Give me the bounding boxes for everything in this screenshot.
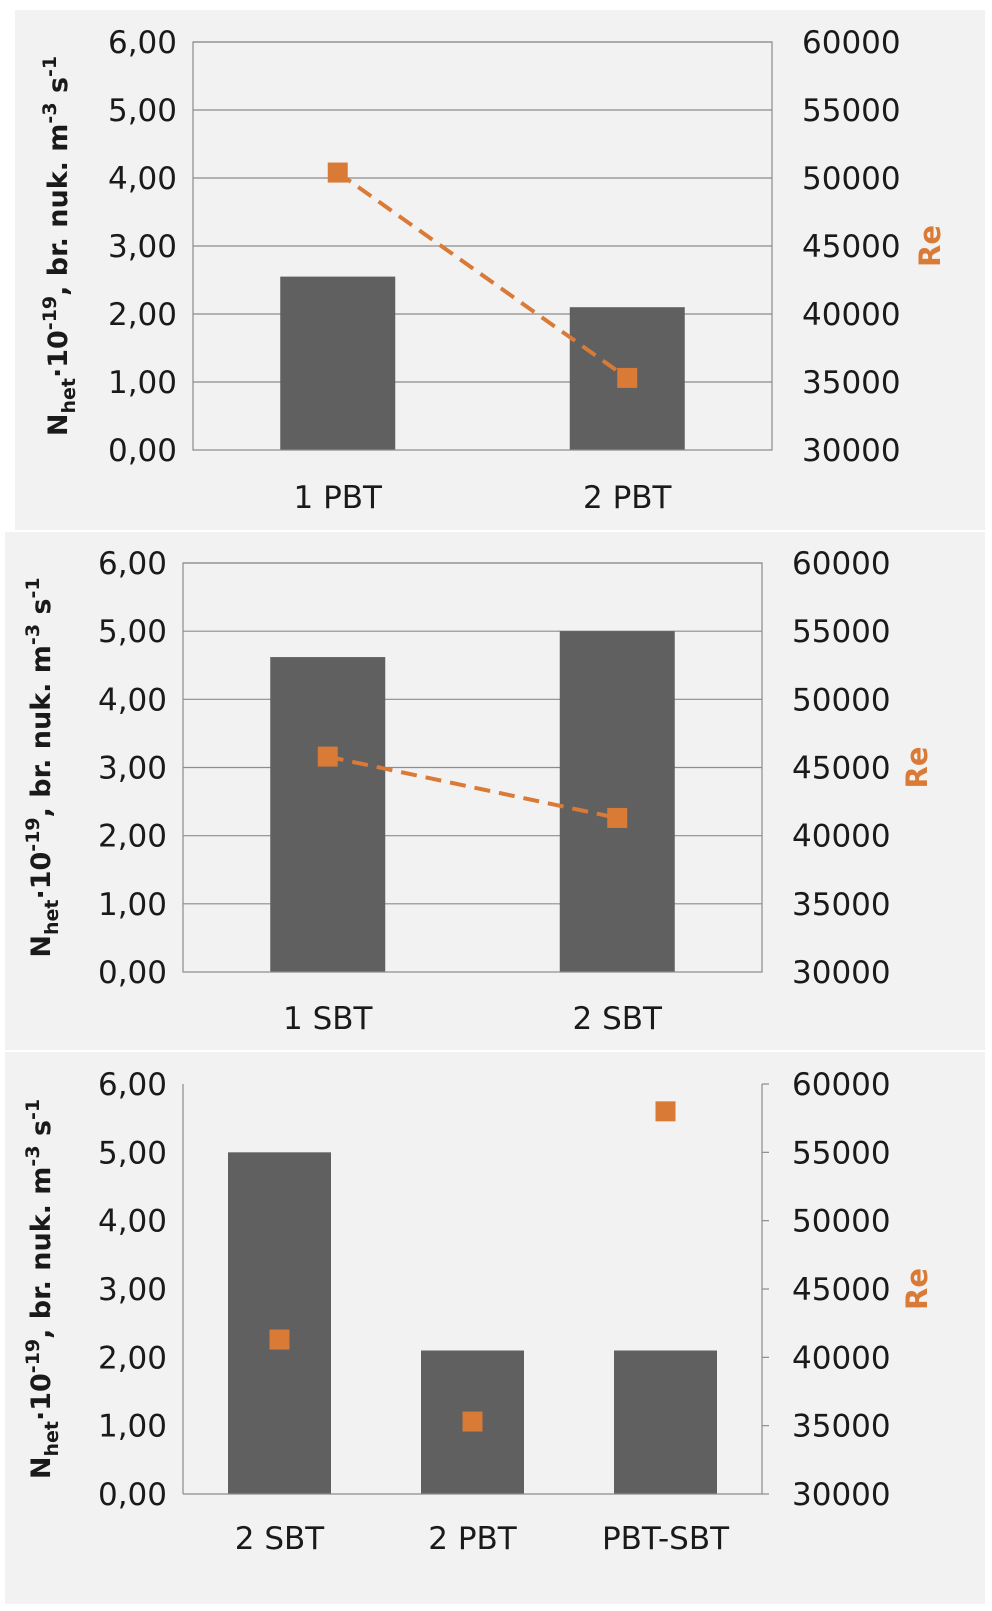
y-tick-label: 1,00 [98, 887, 167, 923]
y2-tick-label: 40000 [792, 819, 891, 855]
y2-tick-label: 45000 [792, 751, 891, 787]
y2-tick-label: 35000 [792, 1409, 891, 1445]
plot-area-border [192, 41, 773, 451]
re-marker-2-sbt [269, 1329, 290, 1350]
y-tick-label: 4,00 [108, 161, 177, 197]
re-marker-1-sbt [317, 746, 338, 767]
re-marker-1-pbt [327, 162, 348, 183]
re-series-line [336, 170, 629, 380]
x-category-label: 2 PBT [428, 1521, 518, 1557]
y-axis-title: Nhet·10-19, br. nuk. m-3 s-1 [39, 56, 80, 436]
y-tick-label: 2,00 [108, 297, 177, 333]
y2-tick-label: 60000 [792, 546, 891, 582]
y-tick-label: 5,00 [108, 93, 177, 129]
y2-axis-title: Re [900, 1268, 934, 1310]
y2-axis-title: Re [913, 225, 947, 267]
x-category-label: 2 PBT [583, 480, 673, 516]
re-marker-pbt-sbt [655, 1101, 676, 1122]
re-marker-2-pbt [617, 367, 638, 388]
chart-top: 0,00 1,00 2,00 3,00 4,00 5,00 6,00 30000 35000 40… [39, 25, 947, 516]
y-axis-title: Nhet·10-19, br. nuk. m-3 s-1 [22, 577, 63, 957]
y-tick-label: 0,00 [98, 955, 167, 991]
plot-area-border [182, 562, 763, 973]
chart-panel-middle: 0,00 1,00 2,00 3,00 4,00 5,00 6,00 30000 35000 40… [5, 532, 985, 1050]
y-tick-label: 3,00 [108, 229, 177, 265]
x-category-label: PBT-SBT [602, 1521, 730, 1557]
x-category-label: 2 SBT [573, 1001, 664, 1037]
y-tick-label: 6,00 [98, 1067, 167, 1103]
x-category-label: 1 PBT [294, 480, 384, 516]
y-axis-title: Nhet·10-19, br. nuk. m-3 s-1 [22, 1099, 63, 1479]
y2-tick-label: 50000 [792, 1204, 891, 1240]
chart-bottom: 0,00 1,00 2,00 3,00 4,00 5,00 6,00 30000 35000 40… [22, 1067, 934, 1557]
bar-1-sbt [270, 657, 386, 972]
y-tick-label: 3,00 [98, 1272, 167, 1308]
y2-tick-label: 50000 [792, 682, 891, 718]
y-tick-label: 1,00 [98, 1409, 167, 1445]
y-tick-label: 1,00 [108, 365, 177, 401]
y2-tick-label: 45000 [802, 229, 901, 265]
y2-tick-label: 60000 [792, 1067, 891, 1103]
y2-tick-label: 35000 [802, 365, 901, 401]
x-category-label: 1 SBT [283, 1001, 374, 1037]
y2-tick-label: 50000 [802, 161, 901, 197]
y2-tick-label: 30000 [792, 1477, 891, 1513]
y-tick-label: 6,00 [98, 546, 167, 582]
y2-tick-label: 40000 [802, 297, 901, 333]
y2-tick-label: 60000 [802, 25, 901, 61]
bar-2-sbt [228, 1152, 331, 1494]
y-tick-label: 0,00 [98, 1477, 167, 1513]
bar-2-sbt [559, 631, 675, 972]
y2-tick-label: 30000 [802, 433, 901, 469]
y2-tick-label: 55000 [792, 614, 891, 650]
bar-1-pbt [280, 276, 396, 450]
y-tick-label: 5,00 [98, 1135, 167, 1171]
y2-tick-label: 55000 [802, 93, 901, 129]
bar-pbt-sbt [614, 1350, 717, 1494]
y-tick-label: 2,00 [98, 819, 167, 855]
y2-tick-label: 35000 [792, 887, 891, 923]
y2-axis-title: Re [900, 747, 934, 789]
re-marker-2-pbt [462, 1411, 483, 1432]
y2-tick-label: 55000 [792, 1135, 891, 1171]
y2-tick-label: 40000 [792, 1340, 891, 1376]
y-tick-label: 4,00 [98, 682, 167, 718]
y-tick-label: 6,00 [108, 25, 177, 61]
y-tick-label: 5,00 [98, 614, 167, 650]
chart-middle: 0,00 1,00 2,00 3,00 4,00 5,00 6,00 30000 35000 40… [22, 546, 934, 1037]
chart-panel-bottom: 0,00 1,00 2,00 3,00 4,00 5,00 6,00 30000 35000 40… [5, 1052, 985, 1604]
chart-panel-top: 0,00 1,00 2,00 3,00 4,00 5,00 6,00 30000 35000 40… [15, 10, 985, 530]
re-marker-2-sbt [607, 807, 628, 828]
y-tick-label: 4,00 [98, 1204, 167, 1240]
y-tick-label: 3,00 [98, 751, 167, 787]
y-tick-label: 2,00 [98, 1340, 167, 1376]
y2-tick-label: 30000 [792, 955, 891, 991]
y-tick-label: 0,00 [108, 433, 177, 469]
x-category-label: 2 SBT [235, 1521, 326, 1557]
y2-tick-label: 45000 [792, 1272, 891, 1308]
